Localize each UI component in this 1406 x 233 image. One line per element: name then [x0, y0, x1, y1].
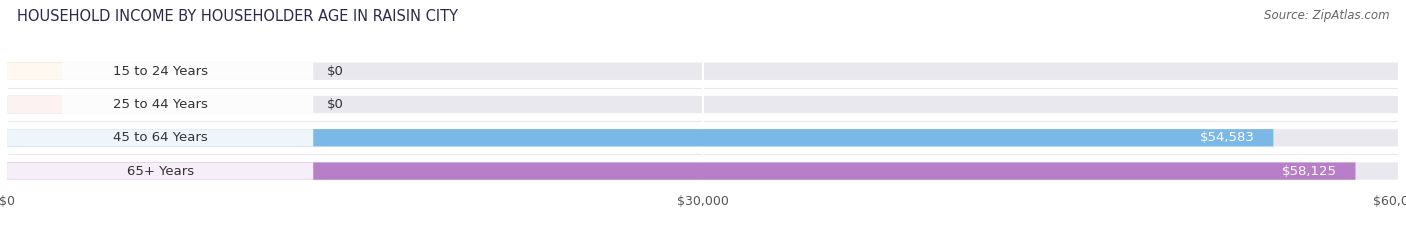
FancyBboxPatch shape	[7, 129, 1274, 147]
Text: Source: ZipAtlas.com: Source: ZipAtlas.com	[1264, 9, 1389, 22]
FancyBboxPatch shape	[7, 96, 1399, 113]
FancyBboxPatch shape	[7, 96, 314, 113]
FancyBboxPatch shape	[7, 96, 62, 113]
FancyBboxPatch shape	[7, 162, 1355, 180]
FancyBboxPatch shape	[7, 162, 314, 180]
Text: $0: $0	[328, 98, 344, 111]
Text: $58,125: $58,125	[1282, 164, 1337, 178]
Text: 15 to 24 Years: 15 to 24 Years	[112, 65, 208, 78]
FancyBboxPatch shape	[7, 129, 314, 147]
Text: HOUSEHOLD INCOME BY HOUSEHOLDER AGE IN RAISIN CITY: HOUSEHOLD INCOME BY HOUSEHOLDER AGE IN R…	[17, 9, 458, 24]
Text: $0: $0	[328, 65, 344, 78]
FancyBboxPatch shape	[7, 129, 1399, 147]
Text: 25 to 44 Years: 25 to 44 Years	[112, 98, 208, 111]
Text: 65+ Years: 65+ Years	[127, 164, 194, 178]
FancyBboxPatch shape	[7, 63, 62, 80]
Text: 45 to 64 Years: 45 to 64 Years	[112, 131, 208, 144]
Text: $54,583: $54,583	[1199, 131, 1254, 144]
FancyBboxPatch shape	[7, 63, 1399, 80]
FancyBboxPatch shape	[7, 162, 1399, 180]
FancyBboxPatch shape	[7, 63, 314, 80]
